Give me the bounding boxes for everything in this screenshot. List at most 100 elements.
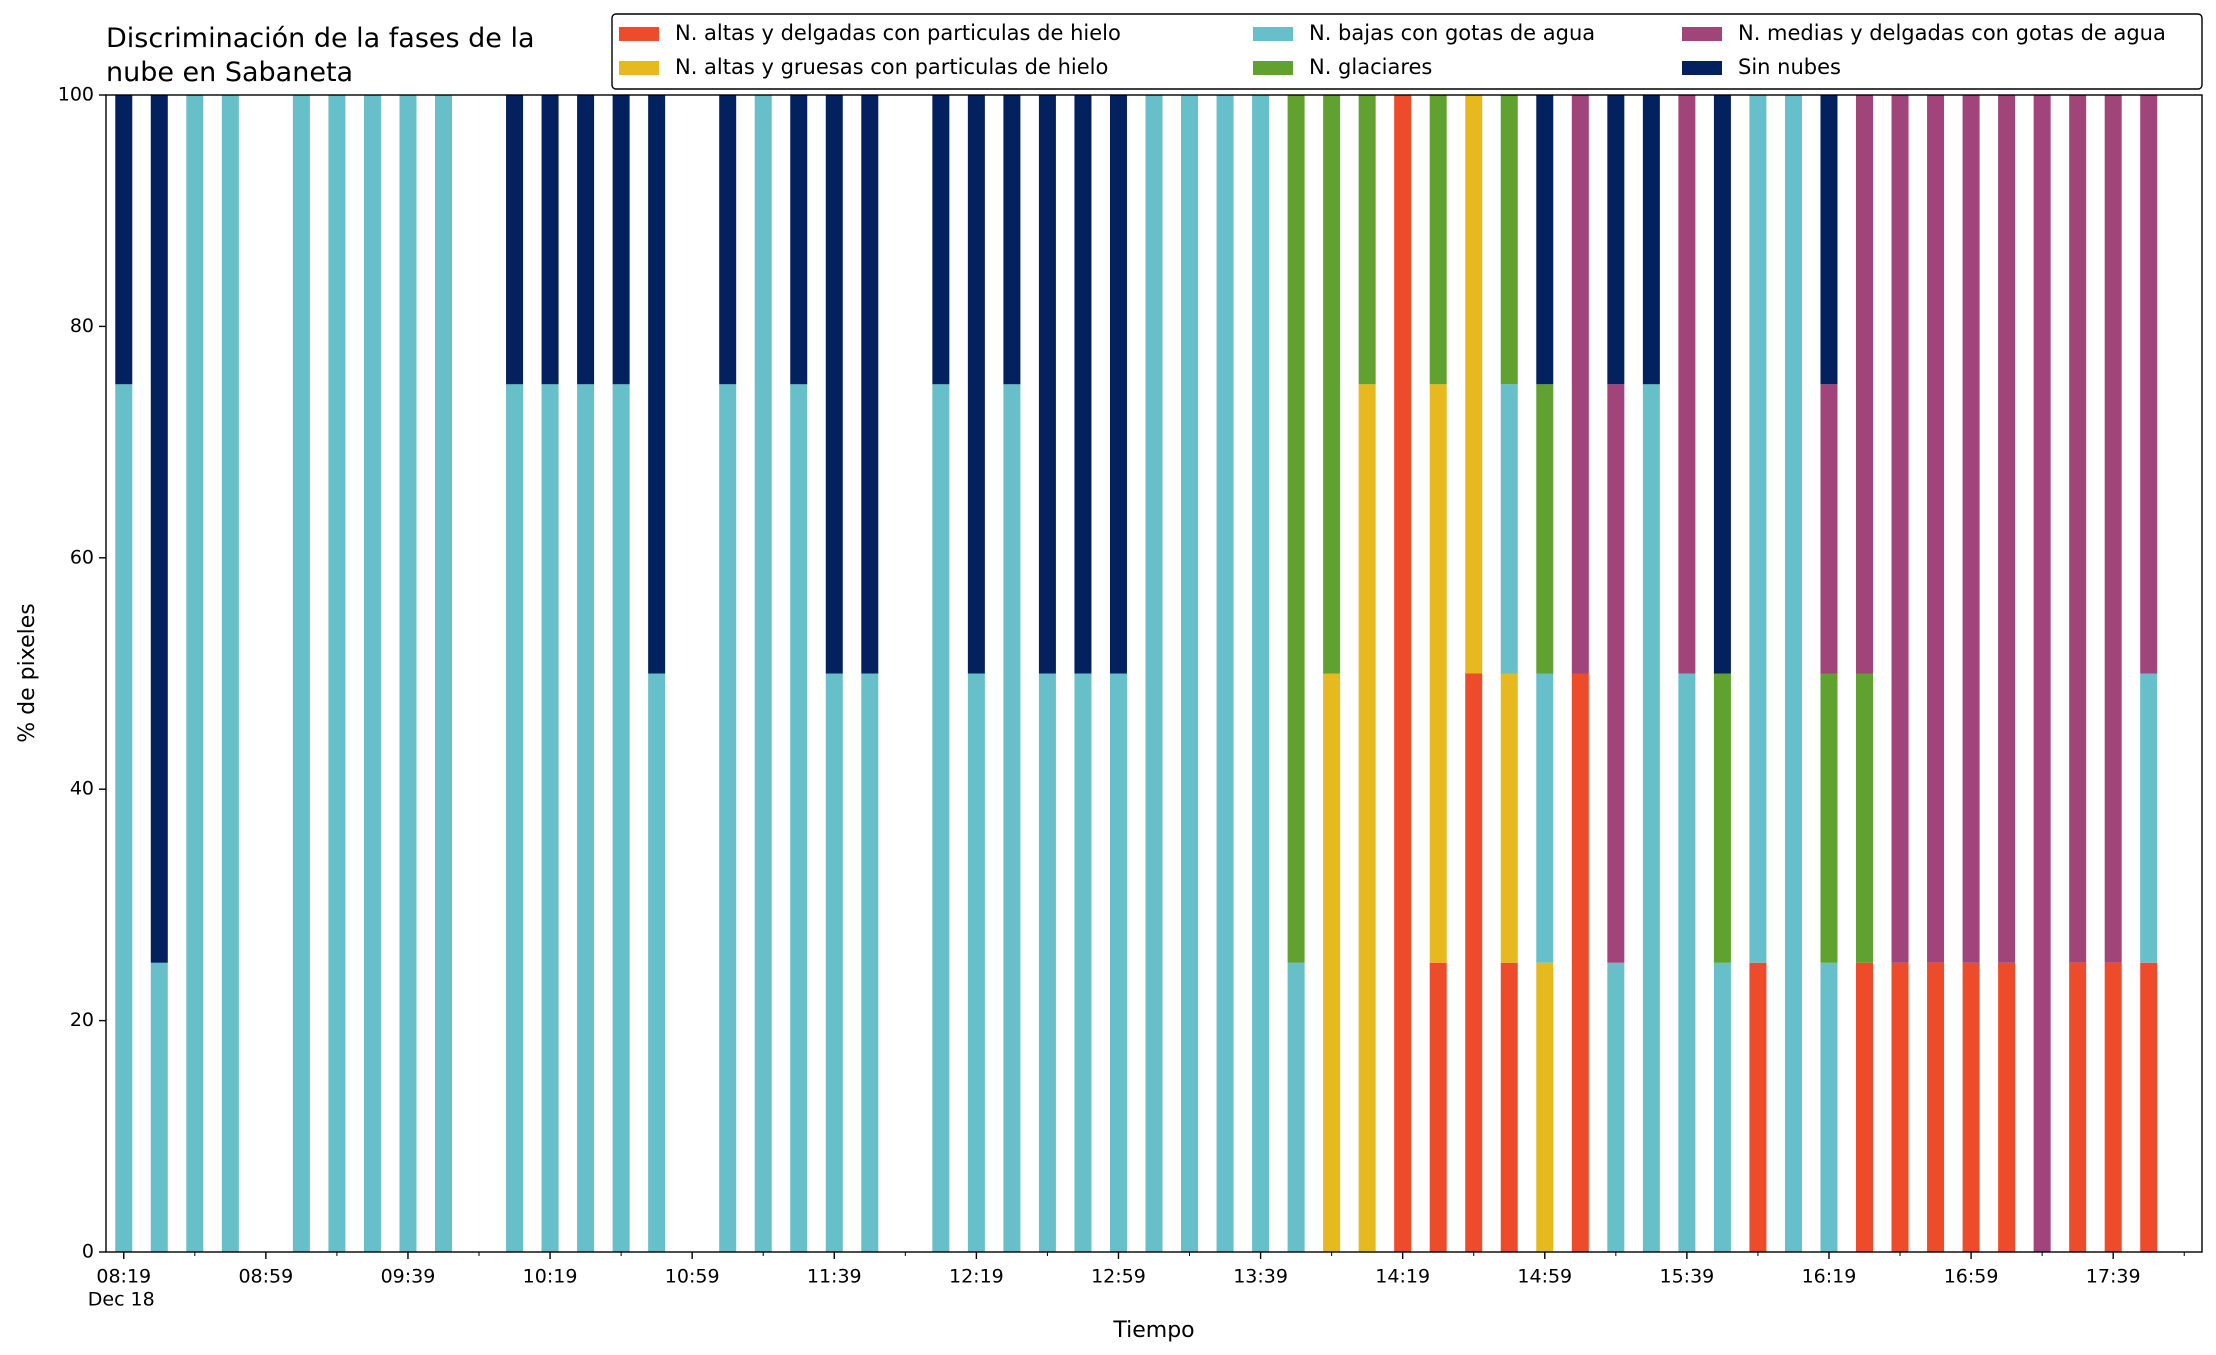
bar-segment bbox=[2140, 95, 2158, 674]
legend-swatch bbox=[1682, 61, 1722, 75]
bar-segment bbox=[790, 384, 808, 1252]
bar-segment bbox=[1784, 95, 1802, 1252]
bar-segment bbox=[1074, 95, 1092, 674]
bar-segment bbox=[1998, 962, 2016, 1252]
bar-segment bbox=[1678, 95, 1696, 674]
bar-segment bbox=[967, 95, 985, 674]
bar-segment bbox=[1891, 962, 1909, 1252]
bar-segment bbox=[1465, 95, 1483, 674]
bar-segment bbox=[825, 95, 843, 674]
bar-segment bbox=[506, 95, 524, 385]
bar-segment bbox=[1109, 673, 1127, 1252]
bar-segment bbox=[1820, 962, 1838, 1252]
legend-swatch bbox=[1253, 27, 1293, 41]
bar-segment bbox=[1820, 673, 1838, 963]
bar-segment bbox=[1856, 962, 1874, 1252]
bar-segment bbox=[1536, 384, 1554, 674]
x-tick-label: 08:59 bbox=[238, 1266, 293, 1288]
bar-segment bbox=[967, 673, 985, 1252]
y-tick-label: 20 bbox=[70, 1009, 94, 1031]
bar-segment bbox=[1607, 384, 1625, 963]
bar-segment bbox=[1500, 673, 1518, 963]
x-tick-label: 13:39 bbox=[1233, 1266, 1288, 1288]
bar-segment bbox=[612, 384, 630, 1252]
bar-segment bbox=[1287, 95, 1305, 963]
bar-segment bbox=[1927, 962, 1945, 1252]
bar-segment bbox=[577, 384, 595, 1252]
legend-label: N. altas y delgadas con particulas de hi… bbox=[675, 21, 1121, 45]
legend-swatch bbox=[1253, 61, 1293, 75]
x-tick-label: 10:59 bbox=[665, 1266, 720, 1288]
bar-segment bbox=[186, 95, 204, 1252]
bar-segment bbox=[577, 95, 595, 385]
bar-segment bbox=[1820, 95, 1838, 385]
bar-segment bbox=[1109, 95, 1127, 674]
bar-segment bbox=[1394, 95, 1412, 1252]
bar-segment bbox=[328, 95, 346, 1252]
bar-segment bbox=[648, 95, 666, 674]
bar-segment bbox=[1500, 95, 1518, 385]
bar-segment bbox=[2140, 673, 2158, 963]
bar-segment bbox=[1323, 673, 1341, 1252]
x-tick-label: 16:59 bbox=[1944, 1266, 1999, 1288]
bar-segment bbox=[1962, 95, 1980, 963]
bar-segment bbox=[541, 384, 559, 1252]
bar-segment bbox=[861, 95, 879, 674]
x-tick-label: 12:19 bbox=[949, 1266, 1004, 1288]
bar-segment bbox=[541, 95, 559, 385]
bar-segment bbox=[861, 673, 879, 1252]
x-tick-label: 16:19 bbox=[1802, 1266, 1857, 1288]
x-axis-label: Tiempo bbox=[1112, 1318, 1194, 1343]
bar-segment bbox=[1856, 673, 1874, 963]
bar-segment bbox=[1713, 673, 1731, 963]
bar-segment bbox=[2140, 962, 2158, 1252]
legend-swatch bbox=[619, 61, 659, 75]
y-tick-label: 100 bbox=[58, 84, 94, 106]
x-tick-label: 09:39 bbox=[381, 1266, 436, 1288]
bar-segment bbox=[115, 384, 133, 1252]
x-tick-label: 14:59 bbox=[1517, 1266, 1572, 1288]
bar-segment bbox=[1429, 95, 1447, 385]
bar-segment bbox=[1252, 95, 1270, 1252]
bar-segment bbox=[1145, 95, 1163, 1252]
bar-segment bbox=[1038, 673, 1056, 1252]
bar-segment bbox=[150, 962, 168, 1252]
bar-segment bbox=[1500, 384, 1518, 674]
chart-title: Discriminación de la fases de la nube en… bbox=[106, 23, 535, 88]
bar-segment bbox=[1038, 95, 1056, 674]
bar-segment bbox=[790, 95, 808, 385]
bar-segment bbox=[1998, 95, 2016, 963]
legend-swatch bbox=[619, 27, 659, 41]
bar-segment bbox=[1074, 673, 1092, 1252]
y-tick-label: 80 bbox=[70, 315, 94, 337]
bar-segment bbox=[1429, 384, 1447, 963]
legend-swatch bbox=[1682, 27, 1722, 41]
bar-segment bbox=[1358, 95, 1376, 385]
bar-segment bbox=[1642, 95, 1660, 385]
bar-segment bbox=[363, 95, 381, 1252]
x-tick-label: 12:59 bbox=[1091, 1266, 1146, 1288]
x-tick-label: 08:19 bbox=[96, 1266, 151, 1288]
bar-segment bbox=[1216, 95, 1234, 1252]
x-tick-label: 17:39 bbox=[2086, 1266, 2141, 1288]
bar-segment bbox=[1856, 95, 1874, 674]
bar-segment bbox=[2033, 95, 2051, 1252]
bar-segment bbox=[1891, 95, 1909, 963]
bar-segment bbox=[1003, 384, 1021, 1252]
bar-segment bbox=[115, 95, 133, 385]
bar-segment bbox=[1465, 673, 1483, 1252]
legend-label: Sin nubes bbox=[1738, 55, 1841, 79]
bar-segment bbox=[2104, 95, 2122, 963]
bar-segment bbox=[221, 95, 239, 1252]
bar-segment bbox=[1571, 95, 1589, 674]
bar-segment bbox=[825, 673, 843, 1252]
plot-frame bbox=[105, 94, 2203, 1253]
bar-segment bbox=[1927, 95, 1945, 963]
legend-label: N. glaciares bbox=[1309, 55, 1432, 79]
bar-segment bbox=[1358, 384, 1376, 1252]
bar-segment bbox=[1962, 962, 1980, 1252]
x-tick-label: 11:39 bbox=[807, 1266, 862, 1288]
bar-segment bbox=[1323, 95, 1341, 674]
